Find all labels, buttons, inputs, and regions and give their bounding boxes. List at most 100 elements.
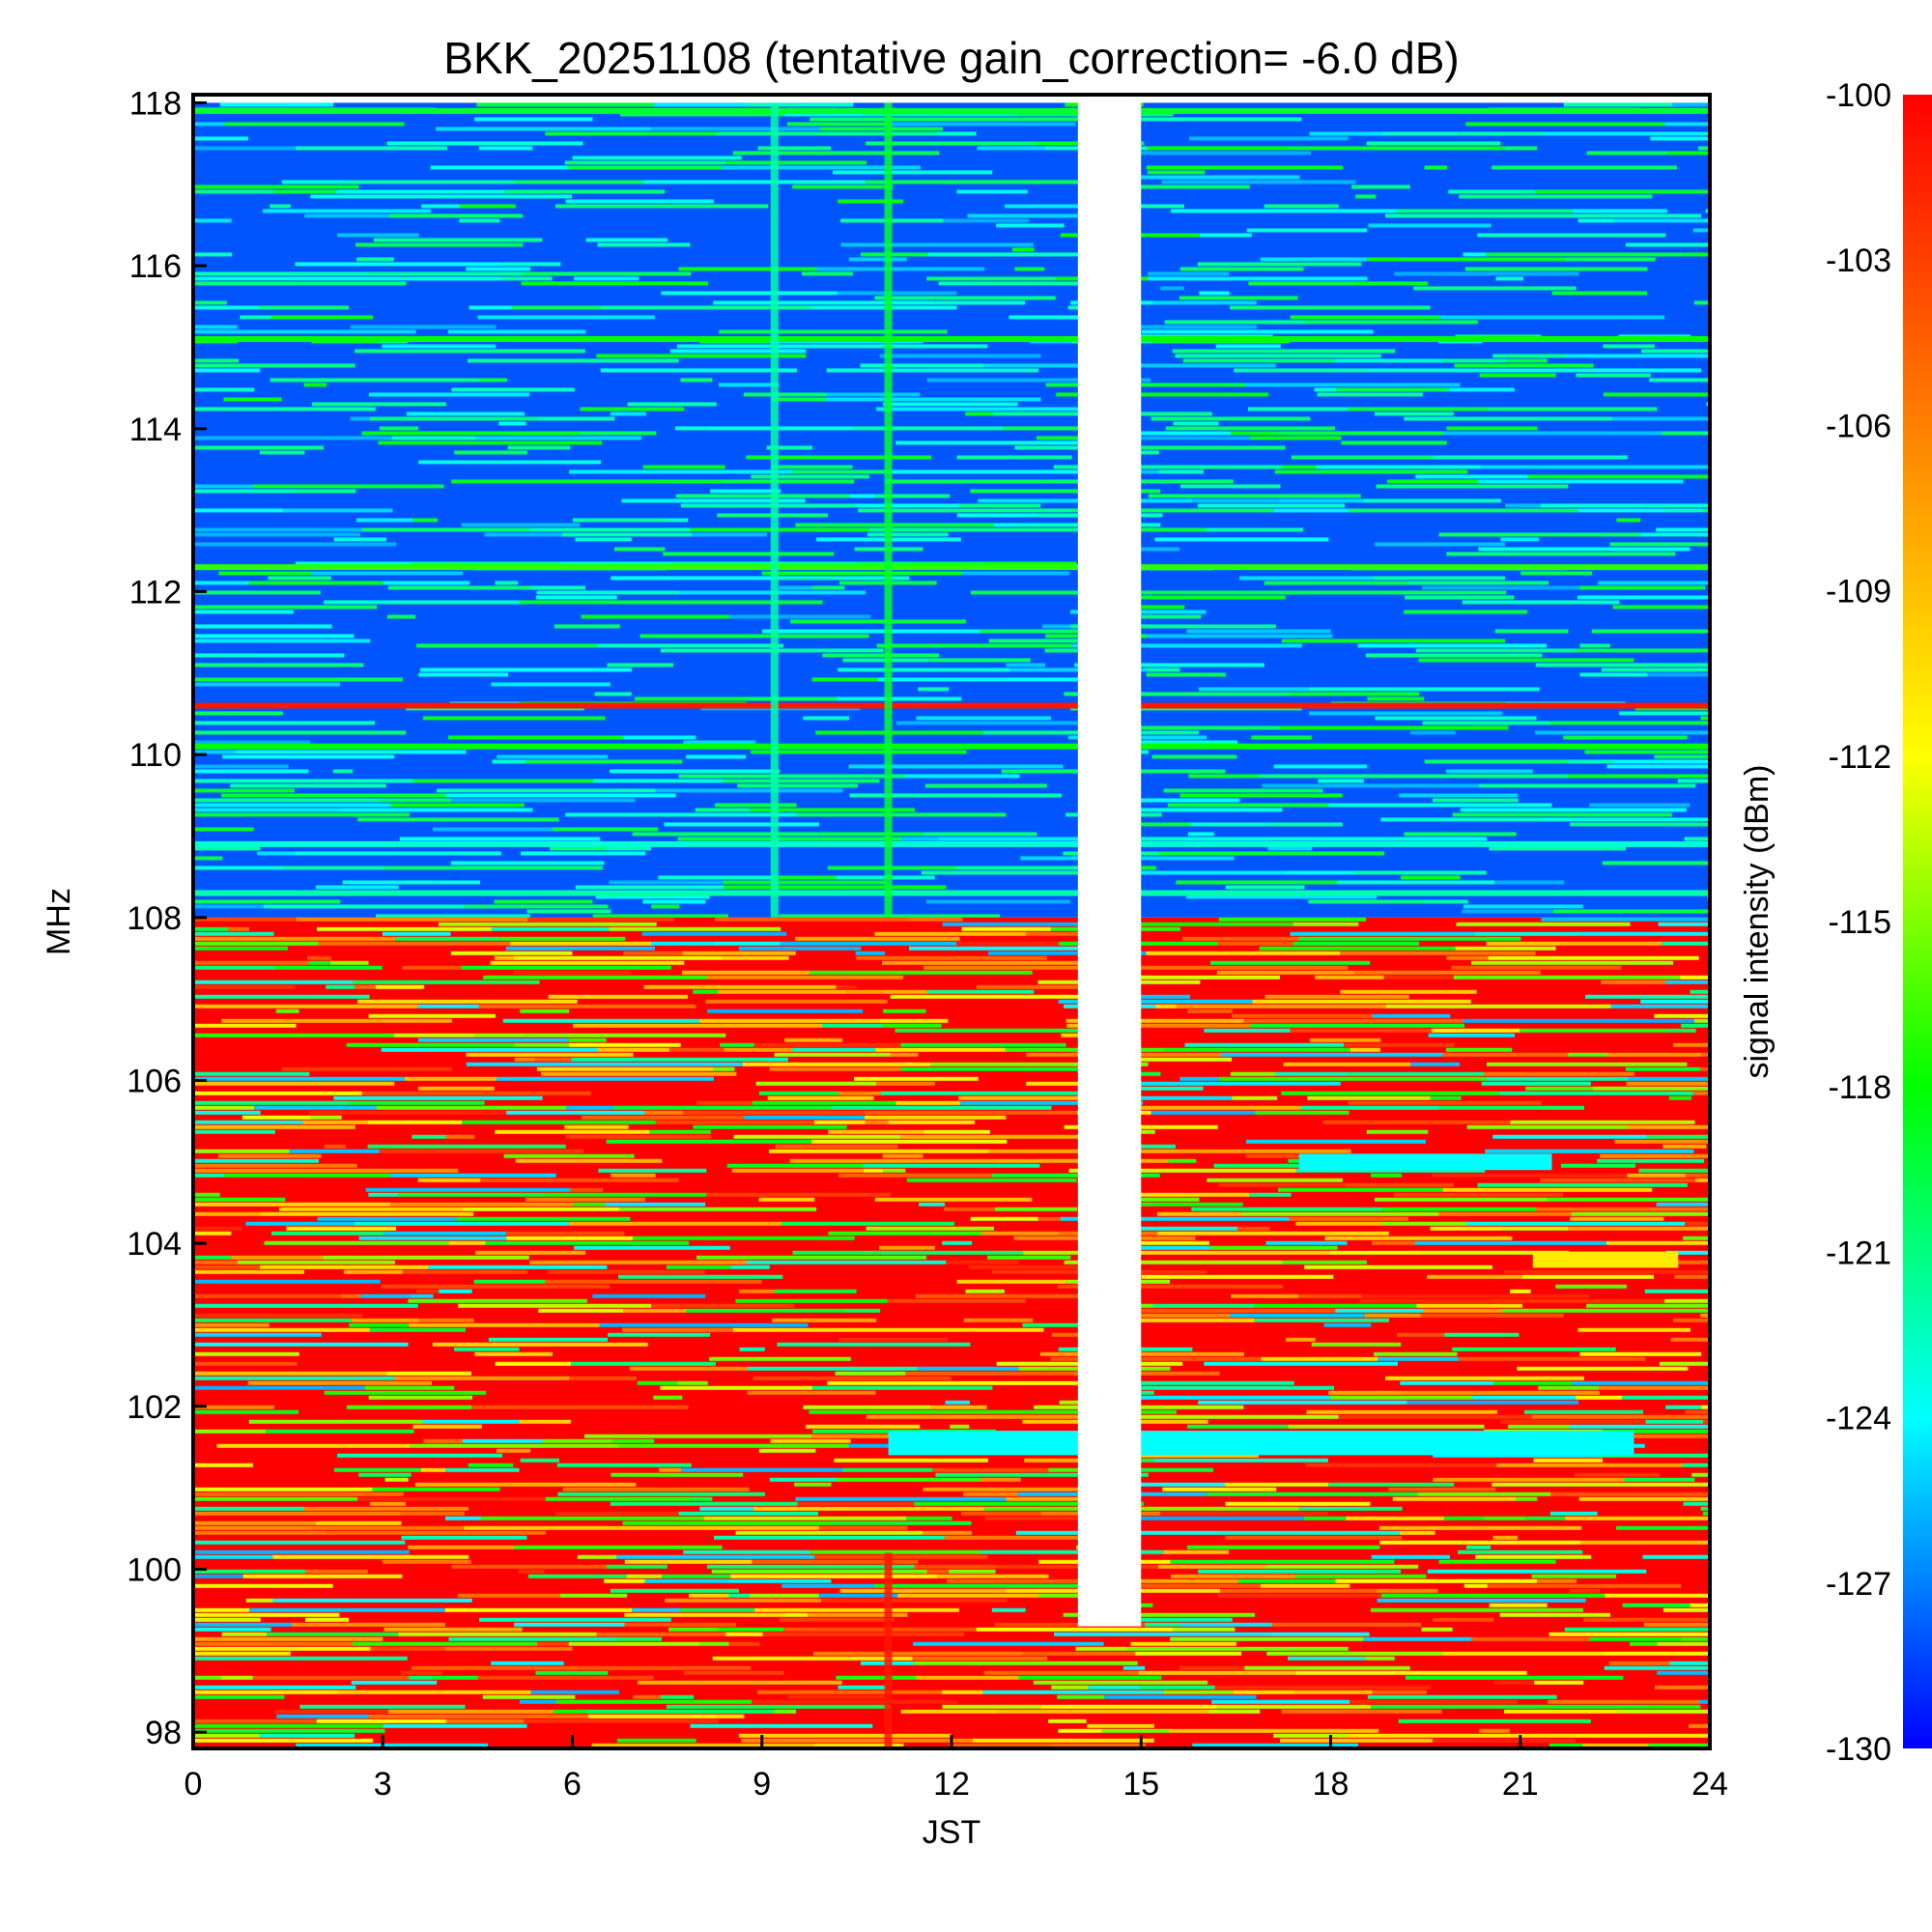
noise-streak: [994, 523, 1016, 527]
noise-streak: [705, 999, 888, 1004]
noise-streak: [193, 663, 364, 668]
noise-streak: [1335, 1308, 1424, 1313]
noise-streak: [594, 692, 632, 696]
noise-streak: [1682, 1636, 1710, 1641]
noise-streak: [324, 1390, 487, 1395]
noise-streak: [876, 643, 1073, 648]
noise-streak: [863, 1168, 884, 1173]
noise-streak: [660, 1385, 813, 1390]
x-tick-label: 3: [374, 1766, 392, 1803]
noise-streak: [988, 281, 1117, 286]
noise-streak: [755, 1081, 877, 1086]
noise-streak: [1357, 643, 1548, 648]
noise-streak: [193, 1496, 357, 1501]
noise-streak: [349, 1322, 410, 1327]
noise-streak: [1611, 416, 1710, 421]
noise-streak: [1176, 1004, 1386, 1009]
noise-streak: [1309, 131, 1381, 136]
noise-streak: [193, 271, 369, 276]
noise-streak: [1569, 1588, 1601, 1593]
noise-streak: [1225, 885, 1305, 890]
noise-streak: [956, 941, 1060, 946]
noise-streak: [468, 1463, 514, 1467]
noise-streak: [1601, 668, 1710, 672]
noise-streak: [1484, 1516, 1526, 1520]
noise-streak: [693, 1124, 847, 1129]
noise-streak: [289, 1149, 380, 1153]
noise-streak: [295, 262, 502, 267]
noise-streak: [1424, 899, 1468, 904]
noise-streak: [1146, 672, 1206, 677]
noise-streak: [193, 1110, 261, 1115]
noise-streak: [418, 672, 509, 677]
noise-streak: [611, 1173, 656, 1178]
noise-streak: [757, 146, 832, 151]
noise-streak: [193, 764, 289, 769]
colorbar-tick-label: -127: [1826, 1566, 1891, 1603]
noise-streak: [193, 1023, 297, 1028]
noise-streak: [1346, 1516, 1444, 1520]
noise-streak: [607, 663, 674, 668]
noise-streak: [1068, 1168, 1296, 1173]
noise-streak: [1172, 349, 1396, 354]
noise-streak: [1104, 1694, 1257, 1699]
noise-streak: [597, 242, 691, 247]
noise-streak: [1290, 1028, 1432, 1033]
noise-streak: [984, 1516, 1091, 1520]
noise-streak: [1517, 1366, 1689, 1371]
noise-streak: [880, 1250, 1024, 1255]
noise-streak: [357, 817, 559, 822]
noise-streak: [235, 750, 404, 754]
noise-streak: [270, 1231, 384, 1236]
noise-streak: [1218, 917, 1366, 922]
noise-streak: [597, 1047, 670, 1052]
noise-streak: [837, 1477, 980, 1482]
noise-streak: [1485, 1149, 1694, 1153]
noise-streak: [1187, 1009, 1233, 1013]
x-tick-label: 24: [1691, 1766, 1728, 1803]
noise-streak: [1170, 1559, 1395, 1564]
noise-streak: [689, 1593, 729, 1598]
noise-streak: [1385, 1376, 1584, 1380]
noise-streak: [1309, 711, 1503, 716]
noise-streak: [542, 1438, 612, 1443]
noise-streak: [1433, 455, 1628, 460]
noise-streak: [1446, 552, 1676, 556]
noise-streak: [1486, 1076, 1629, 1081]
noise-streak: [193, 407, 376, 412]
noise-streak: [1508, 1424, 1571, 1429]
noise-streak: [1622, 1603, 1690, 1607]
noise-streak: [1152, 1303, 1255, 1308]
noise-streak: [1165, 426, 1336, 431]
noise-streak: [947, 1578, 1136, 1583]
noise-streak: [604, 1578, 645, 1583]
noise-streak: [779, 1617, 895, 1622]
noise-streak: [895, 1028, 1122, 1033]
noise-streak: [193, 1091, 362, 1095]
noise-streak: [506, 1110, 645, 1115]
noise-streak: [464, 1525, 654, 1530]
noise-streak: [514, 1042, 569, 1047]
noise-streak: [917, 1366, 1019, 1371]
noise-streak: [286, 1226, 397, 1231]
noise-streak: [1221, 1052, 1443, 1057]
noise-streak: [565, 199, 714, 204]
noise-streak: [193, 1004, 418, 1009]
noise-streak: [1097, 1245, 1210, 1250]
noise-streak: [536, 1066, 714, 1071]
noise-streak: [1471, 960, 1674, 965]
noise-streak: [752, 1559, 919, 1564]
noise-streak: [810, 1549, 981, 1554]
noise-streak: [627, 402, 717, 407]
noise-streak: [1058, 999, 1253, 1004]
noise-streak: [956, 1279, 1066, 1284]
noise-streak: [193, 750, 236, 754]
noise-streak: [193, 1429, 267, 1434]
noise-streak: [1323, 1322, 1372, 1327]
noise-streak: [666, 1264, 731, 1269]
noise-streak: [193, 136, 248, 141]
noise-streak: [772, 397, 826, 402]
noise-streak: [1192, 498, 1279, 503]
noise-streak: [408, 1545, 515, 1549]
noise-streak: [353, 1641, 538, 1646]
